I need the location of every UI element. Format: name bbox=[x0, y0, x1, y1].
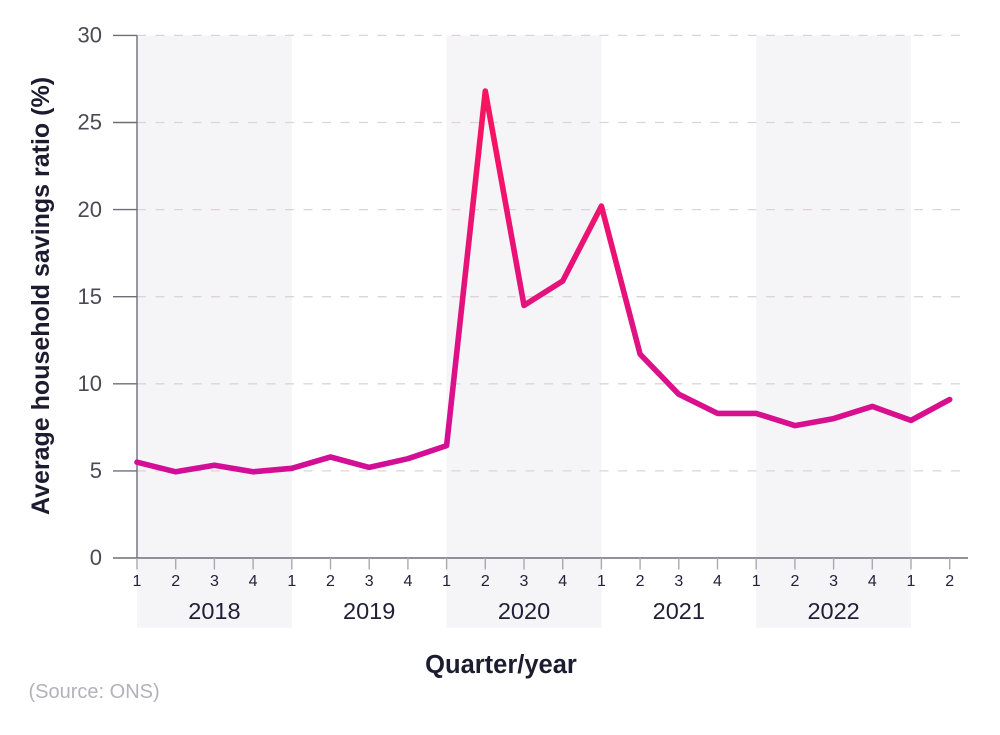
svg-text:(Source: ONS): (Source: ONS) bbox=[29, 681, 160, 703]
svg-text:1: 1 bbox=[442, 573, 451, 590]
svg-text:3: 3 bbox=[365, 573, 374, 590]
svg-text:25: 25 bbox=[78, 110, 102, 135]
svg-text:2: 2 bbox=[481, 573, 490, 590]
svg-text:0: 0 bbox=[90, 545, 102, 570]
svg-text:2020: 2020 bbox=[498, 598, 550, 624]
svg-text:4: 4 bbox=[713, 573, 722, 590]
svg-text:Quarter/year: Quarter/year bbox=[425, 651, 577, 679]
svg-text:4: 4 bbox=[868, 573, 877, 590]
svg-text:2019: 2019 bbox=[343, 598, 395, 624]
svg-text:3: 3 bbox=[829, 573, 838, 590]
svg-text:20: 20 bbox=[78, 197, 102, 222]
svg-text:2: 2 bbox=[636, 573, 645, 590]
svg-text:1: 1 bbox=[597, 573, 606, 590]
svg-text:1: 1 bbox=[752, 573, 761, 590]
svg-text:Average household savings rati: Average household savings ratio (%) bbox=[27, 77, 55, 515]
svg-text:30: 30 bbox=[78, 23, 102, 48]
svg-text:1: 1 bbox=[907, 573, 916, 590]
svg-text:2022: 2022 bbox=[807, 598, 859, 624]
svg-text:3: 3 bbox=[520, 573, 529, 590]
svg-text:2: 2 bbox=[945, 573, 954, 590]
svg-text:2: 2 bbox=[790, 573, 799, 590]
svg-text:2: 2 bbox=[326, 573, 335, 590]
svg-text:5: 5 bbox=[90, 458, 102, 483]
svg-text:3: 3 bbox=[210, 573, 219, 590]
svg-text:1: 1 bbox=[287, 573, 296, 590]
svg-text:1: 1 bbox=[133, 573, 142, 590]
svg-text:4: 4 bbox=[558, 573, 567, 590]
svg-text:3: 3 bbox=[674, 573, 683, 590]
svg-text:2018: 2018 bbox=[188, 598, 240, 624]
svg-text:2: 2 bbox=[171, 573, 180, 590]
svg-text:4: 4 bbox=[403, 573, 412, 590]
svg-text:4: 4 bbox=[249, 573, 258, 590]
svg-text:2021: 2021 bbox=[653, 598, 705, 624]
svg-text:15: 15 bbox=[78, 284, 102, 309]
svg-text:10: 10 bbox=[78, 371, 102, 396]
